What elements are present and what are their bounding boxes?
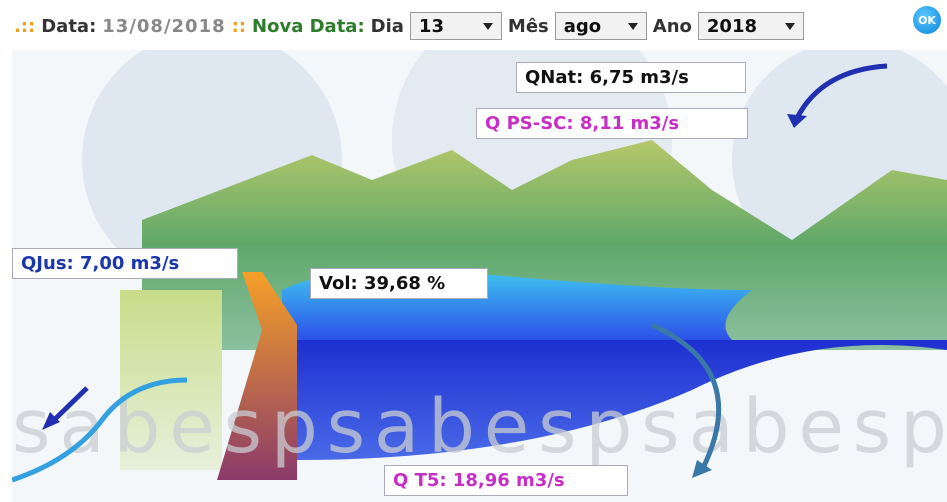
day-select[interactable]: 13 <box>410 12 502 40</box>
qps-sc-label: Q PS-SC: 8,11 m3/s <box>476 108 748 139</box>
prefix: .:: <box>14 16 35 37</box>
qnat-label: QNat: 6,75 m3/s <box>516 62 746 93</box>
month-select[interactable]: ago <box>555 12 647 40</box>
reservoir-widget: .:: Data: 13/08/2018 :: Nova Data: Dia 1… <box>0 0 947 502</box>
separator: :: <box>232 16 246 37</box>
qjus-label: QJus: 7,00 m3/s <box>12 248 238 279</box>
vol-label: Vol: 39,68 % <box>310 268 488 299</box>
new-date-label: Nova Data: <box>252 16 365 37</box>
year-value: 2018 <box>707 16 757 37</box>
qt5-label: Q T5: 18,96 m3/s <box>384 465 628 496</box>
day-value: 13 <box>419 16 444 37</box>
day-label: Dia <box>371 16 404 37</box>
year-label: Ano <box>653 16 692 37</box>
month-value: ago <box>564 16 601 37</box>
date-bar: .:: Data: 13/08/2018 :: Nova Data: Dia 1… <box>14 8 804 44</box>
current-date: 13/08/2018 <box>102 16 225 37</box>
data-label: Data: <box>41 16 96 37</box>
ok-button[interactable]: OK <box>913 6 941 34</box>
year-select[interactable]: 2018 <box>698 12 804 40</box>
month-label: Mês <box>508 16 549 37</box>
